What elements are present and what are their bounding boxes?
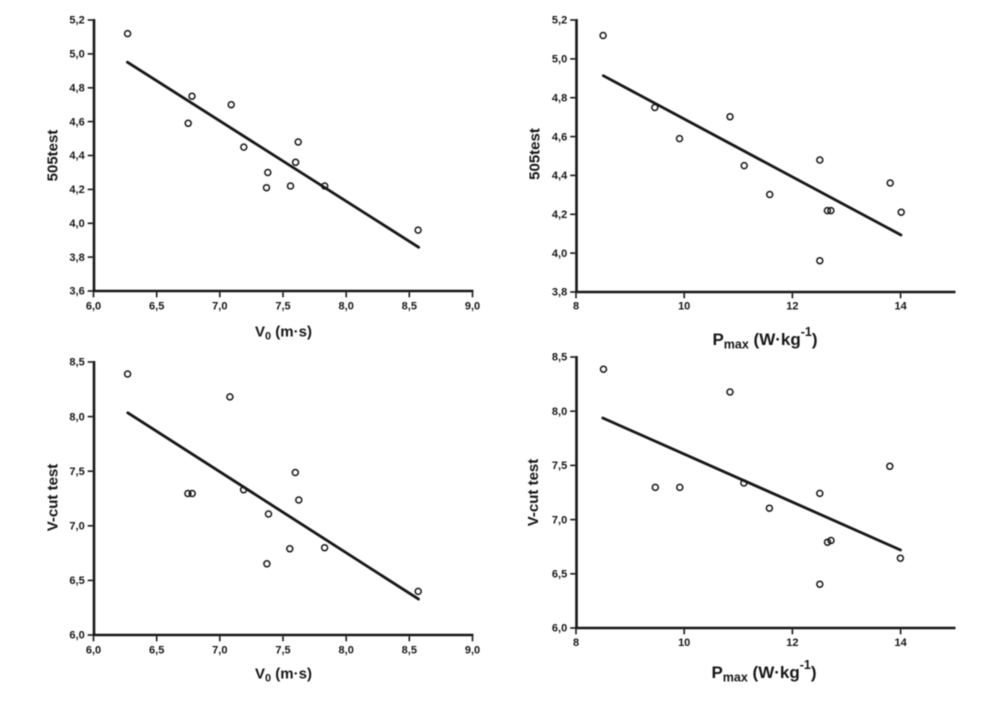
svg-text:12: 12 xyxy=(786,637,798,649)
svg-text:6,5: 6,5 xyxy=(149,301,164,313)
svg-text:7,5: 7,5 xyxy=(69,466,84,478)
svg-text:7,0: 7,0 xyxy=(552,514,567,526)
svg-text:3,8: 3,8 xyxy=(552,287,567,299)
svg-text:5,0: 5,0 xyxy=(552,54,567,66)
svg-text:V0 (m·s): V0 (m·s) xyxy=(255,666,312,685)
svg-text:5,2: 5,2 xyxy=(69,15,84,27)
svg-text:5,0: 5,0 xyxy=(69,49,84,61)
svg-text:8,0: 8,0 xyxy=(69,411,84,423)
svg-text:6,0: 6,0 xyxy=(69,630,84,642)
svg-text:6,5: 6,5 xyxy=(149,645,164,657)
svg-text:4,6: 4,6 xyxy=(552,131,567,143)
svg-text:505test: 505test xyxy=(45,130,62,182)
svg-text:3,6: 3,6 xyxy=(69,286,84,298)
svg-text:10: 10 xyxy=(678,301,690,313)
svg-text:8,5: 8,5 xyxy=(69,357,84,369)
svg-text:V-cut test: V-cut test xyxy=(525,459,542,527)
svg-text:4,2: 4,2 xyxy=(69,184,84,196)
svg-text:4,4: 4,4 xyxy=(69,150,85,162)
svg-text:6,0: 6,0 xyxy=(552,623,567,635)
svg-text:4,2: 4,2 xyxy=(552,209,567,221)
svg-text:4,8: 4,8 xyxy=(552,92,567,104)
svg-text:14: 14 xyxy=(894,637,907,649)
svg-text:7,5: 7,5 xyxy=(552,460,567,472)
svg-text:6,0: 6,0 xyxy=(86,301,101,313)
svg-text:3,8: 3,8 xyxy=(69,252,84,264)
svg-text:V-cut test: V-cut test xyxy=(45,464,62,532)
svg-text:V0 (m·s): V0 (m·s) xyxy=(255,324,312,343)
svg-text:4,0: 4,0 xyxy=(69,218,84,230)
svg-text:8,0: 8,0 xyxy=(339,301,354,313)
svg-text:8,5: 8,5 xyxy=(402,301,417,313)
svg-text:8,5: 8,5 xyxy=(552,352,567,364)
svg-text:10: 10 xyxy=(678,637,690,649)
svg-text:7,0: 7,0 xyxy=(212,645,227,657)
svg-text:Pmax (W·kg-1): Pmax (W·kg-1) xyxy=(711,658,816,685)
svg-text:14: 14 xyxy=(894,301,907,313)
svg-text:12: 12 xyxy=(786,301,798,313)
svg-text:6,5: 6,5 xyxy=(69,575,84,587)
svg-text:505test: 505test xyxy=(527,128,544,180)
svg-text:8,0: 8,0 xyxy=(552,406,567,418)
svg-text:8,0: 8,0 xyxy=(339,645,354,657)
svg-text:7,5: 7,5 xyxy=(275,645,290,657)
svg-text:4,0: 4,0 xyxy=(552,248,567,260)
svg-text:9,0: 9,0 xyxy=(465,645,480,657)
svg-text:7,0: 7,0 xyxy=(69,521,84,533)
svg-text:4,4: 4,4 xyxy=(552,170,568,182)
svg-text:Pmax (W·kg-1): Pmax (W·kg-1) xyxy=(712,325,817,352)
svg-text:6,0: 6,0 xyxy=(86,645,101,657)
svg-text:7,5: 7,5 xyxy=(275,301,290,313)
svg-text:4,8: 4,8 xyxy=(69,83,84,95)
svg-text:7,0: 7,0 xyxy=(212,301,227,313)
svg-text:9,0: 9,0 xyxy=(465,301,480,313)
svg-text:8,5: 8,5 xyxy=(402,645,417,657)
svg-text:4,6: 4,6 xyxy=(69,116,84,128)
svg-text:6,5: 6,5 xyxy=(552,569,567,581)
svg-text:8: 8 xyxy=(573,637,579,649)
svg-text:8: 8 xyxy=(573,301,579,313)
svg-text:5,2: 5,2 xyxy=(552,15,567,27)
